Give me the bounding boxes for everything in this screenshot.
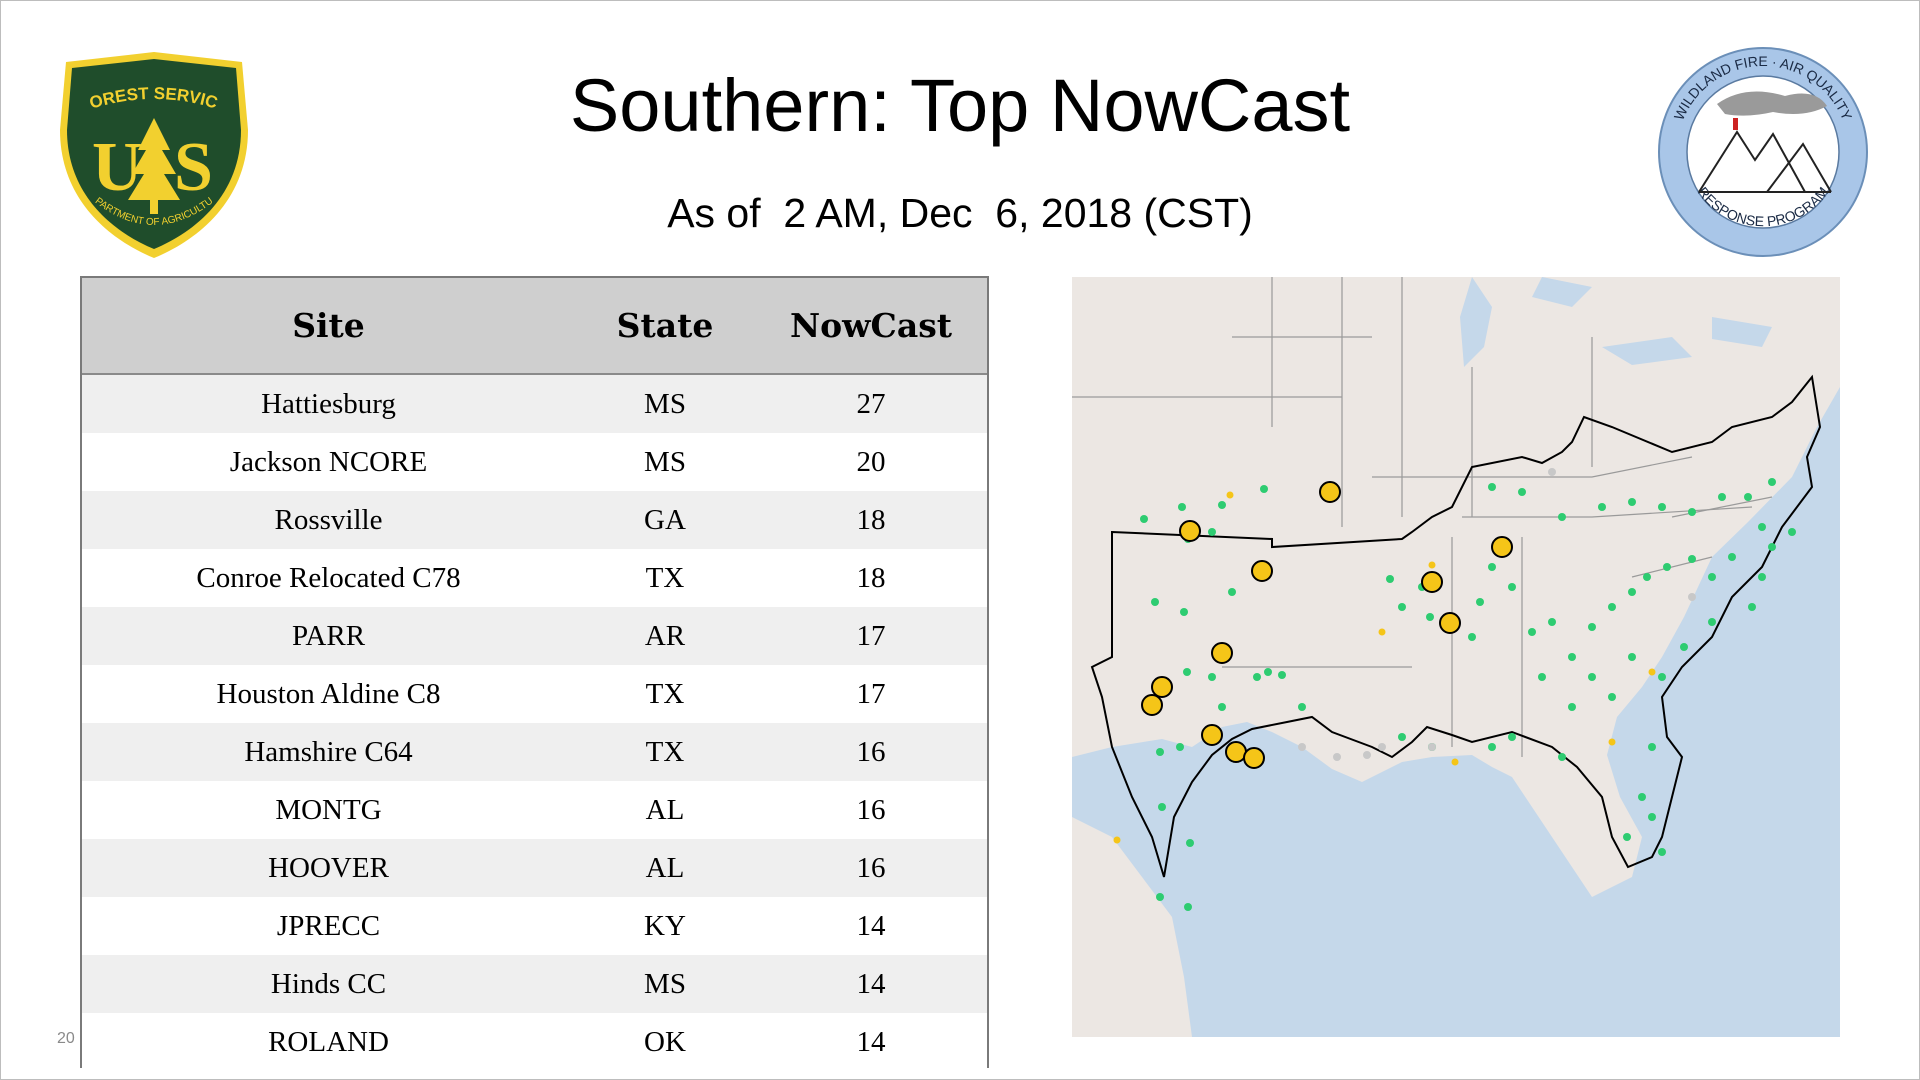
header-state: State [616, 306, 714, 345]
region-outline [1090, 374, 1822, 878]
cell-state: TX [645, 561, 685, 594]
cell-nowcast: 17 [856, 677, 886, 710]
header-nowcast: NowCast [789, 306, 953, 345]
southern-region-map [1072, 277, 1840, 1037]
page-number: 20 [57, 1030, 75, 1047]
cell-site: Hinds CC [270, 967, 387, 1000]
cell-nowcast: 14 [856, 1025, 886, 1058]
cell-nowcast: 20 [856, 445, 886, 478]
table-header-row: Site State NowCast [82, 278, 987, 374]
table-row: Rossville GA 18 [82, 491, 987, 549]
table-row: Jackson NCORE MS 20 [82, 433, 987, 491]
gulf-of-mexico [1072, 387, 1840, 1037]
cell-site: Hamshire C64 [244, 735, 413, 768]
cell-state: OK [644, 1025, 686, 1058]
table-row: HOOVER AL 16 [82, 839, 987, 897]
cell-state: AL [645, 851, 685, 884]
cell-nowcast: 16 [856, 793, 886, 826]
cell-nowcast: 14 [856, 967, 886, 1000]
table-row: Conroe Relocated C78 TX 18 [82, 549, 987, 607]
cell-site: MONTG [275, 793, 382, 826]
cell-nowcast: 14 [856, 909, 886, 942]
forest-service-logo: FOREST SERVICE U S DEPARTMENT OF AGRICUL… [48, 50, 248, 258]
wildland-fire-logo: WILDLAND FIRE · AIR QUALITY RESPONSE PRO… [1658, 47, 1868, 257]
cell-state: MS [644, 967, 686, 1000]
cell-site: JPRECC [276, 909, 381, 942]
cell-site: Jackson NCORE [229, 445, 428, 478]
header-site: Site [292, 306, 365, 345]
cell-state: TX [645, 735, 685, 768]
cell-nowcast: 16 [856, 851, 886, 884]
cell-site: HOOVER [268, 851, 389, 884]
great-lakes [1460, 277, 1772, 367]
cell-nowcast: 16 [856, 735, 886, 768]
cell-site: Hattiesburg [261, 387, 396, 420]
table-row: PARR AR 17 [82, 607, 987, 665]
cell-state: GA [644, 503, 686, 536]
table-row: MONTG AL 16 [82, 781, 987, 839]
svg-text:S: S [174, 129, 213, 206]
table-row: JPRECC KY 14 [82, 897, 987, 955]
moderate-dots [1113, 491, 1656, 844]
table-row: Hattiesburg MS 27 [82, 374, 987, 433]
cell-site: Houston Aldine C8 [216, 677, 441, 710]
cell-site: ROLAND [268, 1025, 389, 1058]
cell-site: Rossville [274, 503, 383, 536]
cell-state: AL [645, 793, 685, 826]
table-row: Hinds CC MS 14 [82, 955, 987, 1013]
no-data-dots [1298, 468, 1696, 761]
cell-nowcast: 27 [856, 387, 886, 420]
top-nowcast-markers [1141, 481, 1513, 769]
cell-state: MS [644, 445, 686, 478]
cell-state: KY [644, 909, 686, 942]
cell-state: TX [645, 677, 685, 710]
cell-state: AR [644, 619, 686, 652]
table-row: ROLAND OK 14 [82, 1013, 987, 1071]
table-row: Houston Aldine C8 TX 17 [82, 665, 987, 723]
cell-site: PARR [291, 619, 366, 652]
table-row: Hamshire C64 TX 16 [82, 723, 987, 781]
cell-site: Conroe Relocated C78 [196, 561, 461, 594]
state-lines [1072, 277, 1773, 757]
cell-nowcast: 18 [856, 561, 886, 594]
cell-nowcast: 17 [856, 619, 886, 652]
cell-nowcast: 18 [856, 503, 886, 536]
slide-subtitle: As of 2 AM, Dec 6, 2018 (CST) [667, 190, 1253, 236]
monitor-dots [1140, 478, 1796, 911]
slide-title: Southern: Top NowCast [569, 64, 1351, 147]
nowcast-table: Site State NowCast Hattiesburg MS 27 Jacks… [80, 276, 989, 1071]
cell-state: MS [644, 387, 686, 420]
